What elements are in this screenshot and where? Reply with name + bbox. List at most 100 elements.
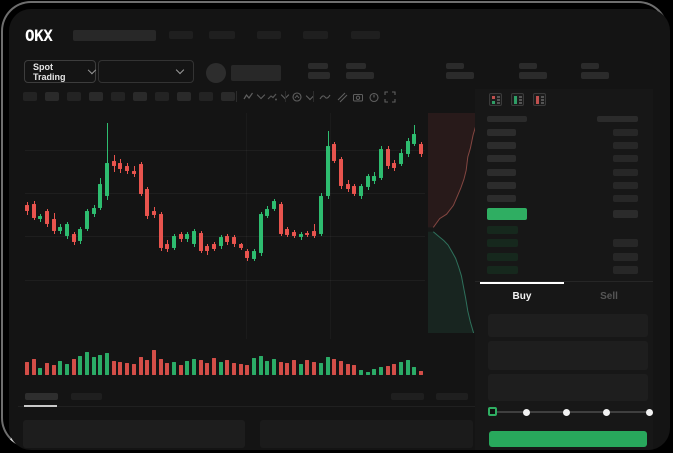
- candle: [386, 149, 390, 166]
- slider-stop[interactable]: [563, 409, 570, 416]
- nav-item[interactable]: [303, 31, 328, 39]
- bid-row-price[interactable]: [487, 226, 518, 234]
- bottom-tab-active[interactable]: [25, 393, 58, 400]
- stat-value: [346, 72, 374, 79]
- candle: [185, 234, 189, 239]
- book-bids-icon[interactable]: [511, 93, 524, 106]
- bottom-bar-action[interactable]: [391, 393, 424, 400]
- stat-value: [446, 72, 474, 79]
- nav-item[interactable]: [257, 31, 281, 39]
- order-input-total[interactable]: [488, 374, 648, 401]
- bottom-tab-underline: [24, 405, 57, 407]
- tool-button[interactable]: [23, 92, 37, 101]
- slider-stop[interactable]: [646, 409, 653, 416]
- ask-row-price[interactable]: [487, 155, 516, 162]
- ask-row-amount: [613, 169, 638, 176]
- volume-bar: [285, 362, 289, 375]
- volume-layer: [25, 339, 425, 379]
- candle: [92, 208, 96, 215]
- volume-bar: [112, 360, 116, 375]
- tool-button[interactable]: [221, 92, 235, 101]
- measure-icon[interactable]: [336, 91, 348, 103]
- tool-button[interactable]: [45, 92, 59, 101]
- nav-item[interactable]: [351, 31, 380, 39]
- chart-style-icon[interactable]: [243, 90, 266, 102]
- nav-item[interactable]: [209, 31, 235, 39]
- candle: [205, 245, 209, 252]
- volume-bar: [372, 369, 376, 375]
- tool-button[interactable]: [199, 92, 213, 101]
- coin-avatar: [206, 63, 226, 83]
- volume-bar: [152, 350, 156, 375]
- slider-stop[interactable]: [603, 409, 610, 416]
- candle: [65, 224, 69, 236]
- trendline-icon[interactable]: [319, 91, 331, 103]
- search-input[interactable]: [73, 30, 156, 41]
- volume-bar: [38, 367, 42, 375]
- candle: [58, 227, 62, 232]
- stat-label: [581, 63, 599, 69]
- pair-select[interactable]: [98, 60, 194, 83]
- divider: [18, 406, 475, 407]
- tool-button[interactable]: [133, 92, 147, 101]
- spot-trading-dropdown[interactable]: Spot Trading: [24, 60, 97, 83]
- volume-bar: [192, 358, 196, 375]
- candles-layer: [25, 113, 425, 339]
- candle: [232, 236, 236, 244]
- pair-name-placeholder: [231, 65, 281, 81]
- bid-row-price[interactable]: [487, 266, 518, 274]
- book-asks-icon[interactable]: [533, 93, 546, 106]
- volume-bar: [305, 360, 309, 375]
- timer-icon[interactable]: [368, 91, 380, 103]
- tool-button[interactable]: [67, 92, 81, 101]
- candle: [292, 232, 296, 237]
- order-input-amount[interactable]: [488, 341, 648, 370]
- tool-button[interactable]: [177, 92, 191, 101]
- amount-slider-handle[interactable]: [488, 407, 497, 416]
- volume-bar: [212, 358, 216, 375]
- ask-row-price[interactable]: [487, 195, 516, 202]
- candlestick-chart[interactable]: [25, 113, 425, 379]
- nav-item[interactable]: [169, 31, 193, 39]
- candle: [179, 234, 183, 239]
- indicators-icon[interactable]: [291, 91, 315, 103]
- buy-submit-button[interactable]: [489, 431, 647, 447]
- ask-row-price[interactable]: [487, 129, 516, 136]
- bid-row-amount: [613, 266, 638, 274]
- volume-bar: [339, 361, 343, 375]
- last-price-highlight[interactable]: [487, 208, 527, 220]
- book-both-icon[interactable]: [489, 93, 502, 106]
- stat-value: [581, 72, 609, 79]
- volume-bar: [245, 364, 249, 375]
- bid-row-price[interactable]: [487, 253, 518, 261]
- tab-buy[interactable]: Buy: [512, 291, 532, 302]
- tab-sell[interactable]: Sell: [600, 291, 618, 302]
- candle: [326, 146, 330, 197]
- candle: [105, 162, 109, 196]
- ask-row-amount: [613, 142, 638, 149]
- bottom-bar-action[interactable]: [436, 393, 468, 400]
- orderbook-column-header: [597, 116, 638, 122]
- depth-chart: [428, 112, 482, 334]
- bottom-tab[interactable]: [71, 393, 102, 400]
- tool-button[interactable]: [155, 92, 169, 101]
- ask-row-price[interactable]: [487, 182, 516, 189]
- ask-row-price[interactable]: [487, 142, 516, 149]
- camera-icon[interactable]: [352, 91, 364, 103]
- tool-button[interactable]: [111, 92, 125, 101]
- slider-stop[interactable]: [523, 409, 530, 416]
- ask-row-price[interactable]: [487, 169, 516, 176]
- fullscreen-icon[interactable]: [384, 91, 396, 103]
- bid-row-price[interactable]: [487, 239, 518, 247]
- tool-button[interactable]: [89, 92, 103, 101]
- amount-slider-track[interactable]: [492, 411, 652, 413]
- candle: [339, 159, 343, 186]
- candle: [312, 231, 316, 236]
- volume-bar: [159, 359, 163, 375]
- candle: [219, 236, 223, 246]
- volume-bar: [65, 364, 69, 375]
- candle: [38, 215, 42, 219]
- bid-row-amount: [613, 239, 638, 247]
- order-input-price[interactable]: [488, 314, 648, 337]
- compare-icon[interactable]: [267, 90, 290, 102]
